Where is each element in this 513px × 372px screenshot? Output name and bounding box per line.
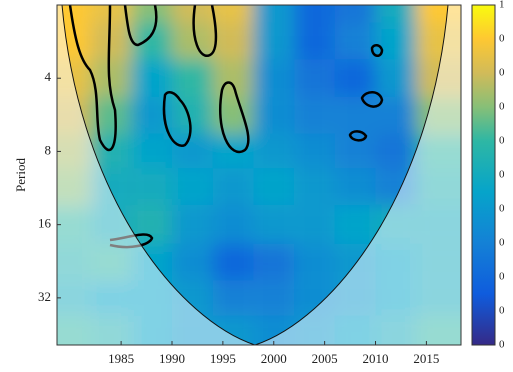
heatmap-cell bbox=[212, 168, 254, 205]
heatmap-cell bbox=[253, 59, 295, 97]
heatmap-cell bbox=[57, 22, 91, 60]
heatmap-cell bbox=[171, 133, 213, 169]
heatmap-cell bbox=[171, 5, 213, 23]
heatmap-cell bbox=[131, 5, 172, 23]
heatmap-cell bbox=[253, 168, 295, 205]
heatmap-cell bbox=[90, 22, 132, 60]
heatmap-cell bbox=[294, 59, 335, 97]
heatmap-cell bbox=[334, 204, 376, 244]
y-tick-label: 8 bbox=[45, 142, 52, 157]
heatmap-cell bbox=[294, 22, 335, 60]
x-tick-label: 1995 bbox=[210, 351, 236, 366]
significance-contours bbox=[68, 5, 384, 249]
y-tick-label: 32 bbox=[38, 289, 51, 304]
colorbar bbox=[471, 4, 496, 346]
colorbar-label: 1 bbox=[499, 0, 505, 11]
heatmap-cell bbox=[253, 5, 295, 23]
heatmap-cell bbox=[334, 5, 376, 23]
x-tick-label: 2005 bbox=[312, 351, 338, 366]
plot-frame bbox=[56, 4, 462, 346]
heatmap-cell bbox=[294, 243, 335, 281]
heatmap-cell bbox=[294, 96, 335, 134]
heatmap-cell bbox=[294, 133, 335, 169]
colorbar-label: 0 bbox=[499, 67, 505, 79]
heatmap-cell bbox=[416, 22, 461, 60]
colorbar-label: 0 bbox=[499, 101, 505, 113]
colorbar-label: 0 bbox=[499, 339, 505, 351]
heatmap-cell bbox=[253, 243, 295, 281]
heatmap-cell bbox=[334, 96, 376, 134]
colorbar-label: 0 bbox=[499, 271, 505, 283]
heatmap-cell bbox=[294, 5, 335, 23]
heatmap-cell bbox=[416, 5, 461, 23]
heatmap-cell bbox=[212, 204, 254, 244]
colorbar-label: 0 bbox=[499, 33, 505, 45]
heatmap-cell bbox=[212, 59, 254, 97]
heatmap-cell bbox=[57, 5, 91, 23]
heatmap-cell bbox=[171, 59, 213, 97]
colorbar-label: 0 bbox=[499, 237, 505, 249]
heatmap-cell bbox=[171, 96, 213, 134]
x-tick-label: 2000 bbox=[261, 351, 287, 366]
colorbar-label: 0 bbox=[499, 135, 505, 147]
y-tick-label: 4 bbox=[45, 69, 52, 84]
heatmap-cell bbox=[171, 22, 213, 60]
heatmap-cell bbox=[253, 22, 295, 60]
heatmap-cell bbox=[416, 59, 461, 97]
heatmap-cell bbox=[212, 280, 254, 316]
heatmap-cell bbox=[131, 168, 172, 205]
cone-of-influence-shade bbox=[57, 5, 461, 345]
heatmap-cell bbox=[131, 59, 172, 97]
heatmap-cell bbox=[334, 168, 376, 205]
heatmap-cell bbox=[253, 280, 295, 316]
heatmap-cell bbox=[375, 133, 417, 169]
heatmap-cell bbox=[294, 204, 335, 244]
heatmap-cell bbox=[253, 96, 295, 134]
heatmap-cell bbox=[375, 5, 417, 23]
heatmap-cell bbox=[253, 133, 295, 169]
heatmap-cell bbox=[212, 243, 254, 281]
heatmap-cell bbox=[294, 168, 335, 205]
heatmap-cell bbox=[212, 5, 254, 23]
heatmap-cell bbox=[171, 204, 213, 244]
x-tick-label: 2015 bbox=[413, 351, 439, 366]
y-tick-label: 16 bbox=[38, 216, 52, 231]
heatmap-cell bbox=[334, 22, 376, 60]
x-tick-label: 2010 bbox=[363, 351, 389, 366]
heatmap-cell bbox=[212, 22, 254, 60]
colorbar-label: 0 bbox=[499, 169, 505, 181]
y-axis-label: Period bbox=[13, 158, 28, 192]
x-tick-label: 1985 bbox=[108, 351, 134, 366]
heatmap-cell bbox=[171, 168, 213, 205]
heatmap-cell bbox=[375, 59, 417, 97]
heatmap-cell bbox=[253, 204, 295, 244]
heatmap-cell bbox=[334, 59, 376, 97]
heatmap-cell bbox=[375, 96, 417, 134]
colorbar-label: 0 bbox=[499, 305, 505, 317]
heatmap-cell bbox=[131, 22, 172, 60]
colorbar-label: 0 bbox=[499, 203, 505, 215]
heatmap-cell bbox=[171, 243, 213, 281]
x-tick-label: 1990 bbox=[159, 351, 185, 366]
heatmap-cell bbox=[131, 133, 172, 169]
